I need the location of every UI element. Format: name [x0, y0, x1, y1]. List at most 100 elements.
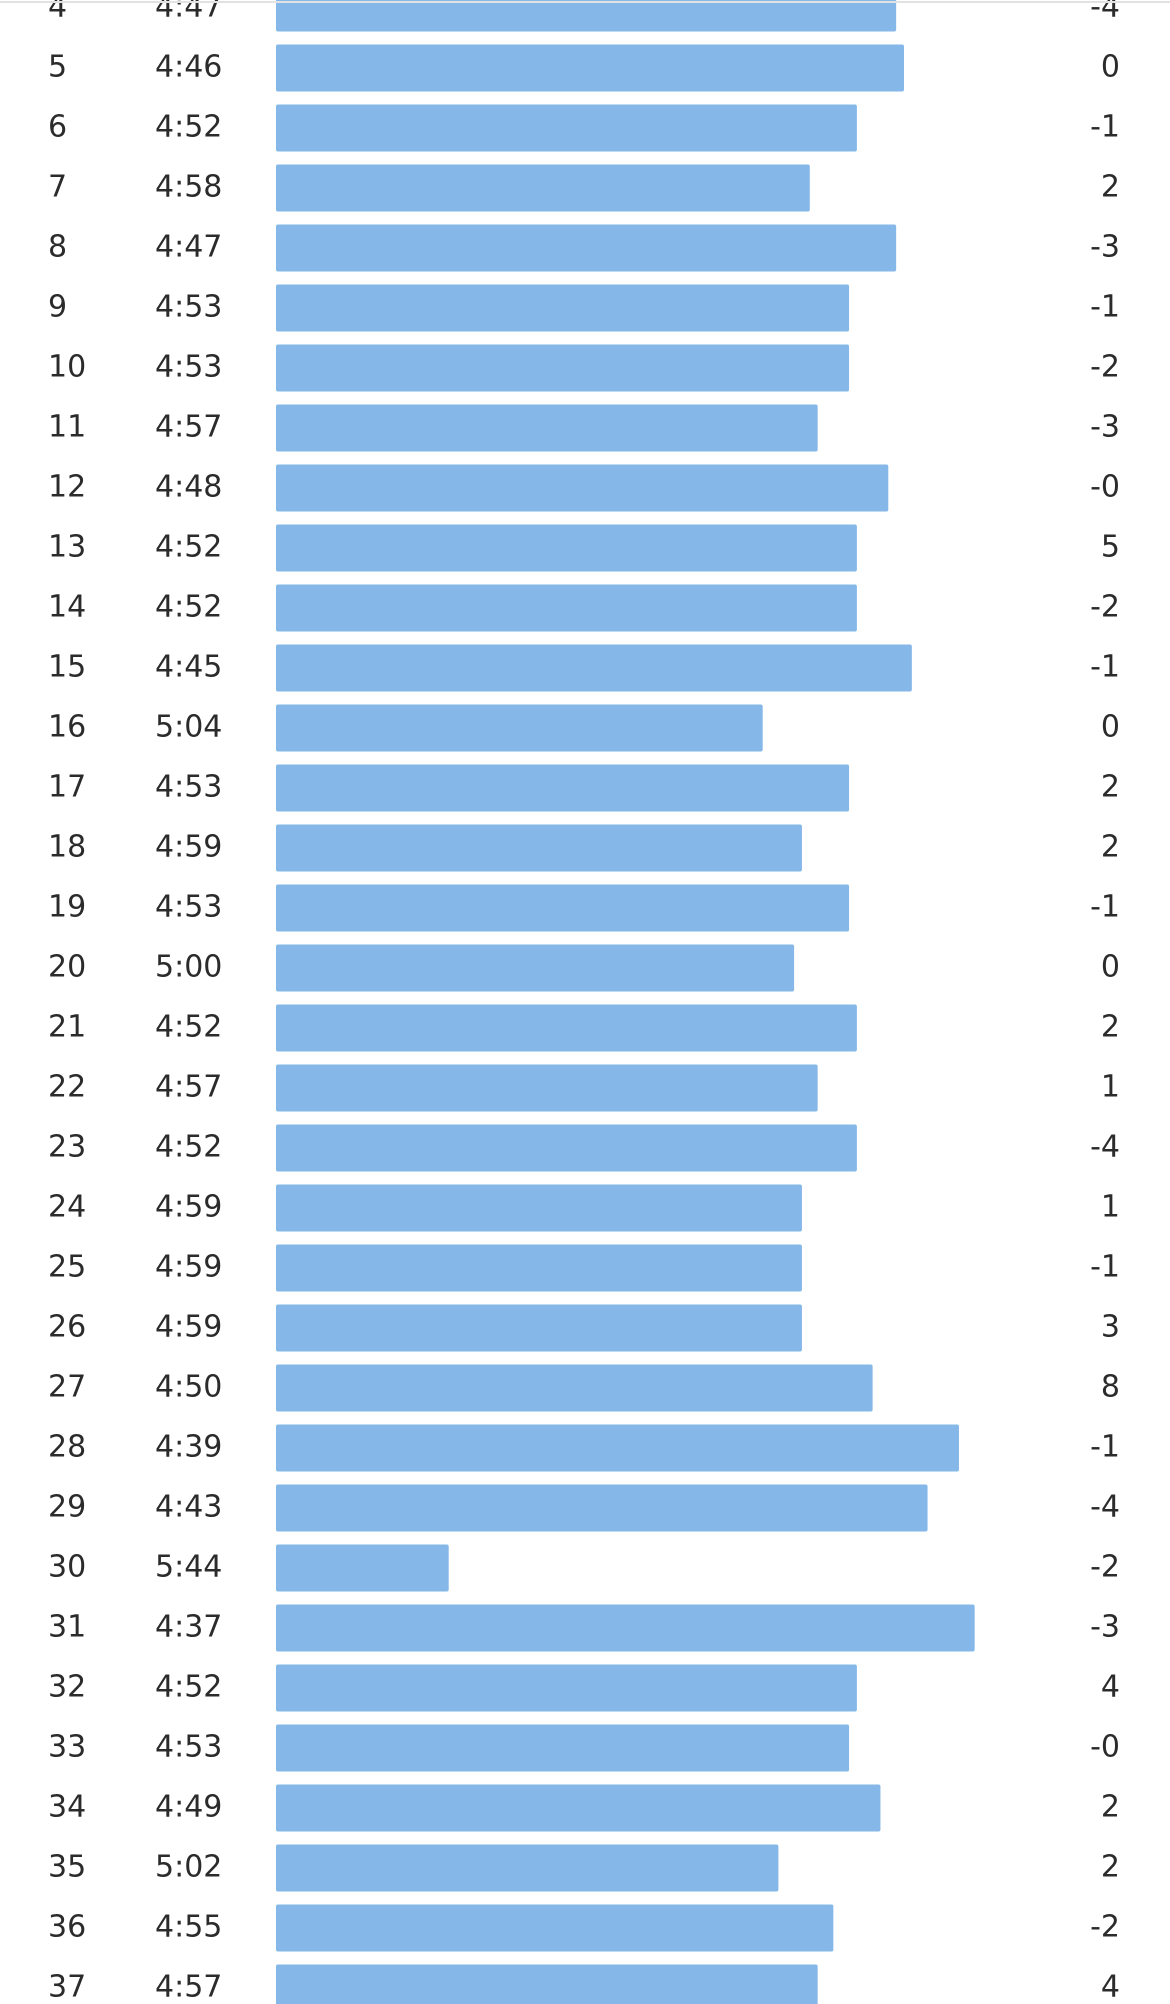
pace-bar [276, 1964, 818, 2004]
split-elevation: 8 [1101, 1370, 1120, 1405]
pace-bar [276, 644, 912, 692]
split-pace: 4:59 [155, 830, 222, 865]
split-elevation: 0 [1101, 950, 1120, 985]
pace-bar [276, 1124, 857, 1172]
split-pace: 4:52 [155, 110, 222, 145]
pace-bar [276, 824, 802, 872]
split-km: 29 [48, 1490, 86, 1525]
split-km: 24 [48, 1190, 86, 1225]
pace-bar [276, 584, 857, 632]
split-elevation: -4 [1090, 1490, 1120, 1525]
pace-bar [276, 104, 857, 152]
split-pace: 4:37 [155, 1610, 222, 1645]
pace-bar [276, 1904, 834, 1952]
split-pace: 4:46 [155, 50, 222, 85]
split-km: 35 [48, 1850, 86, 1885]
pace-bar [276, 1004, 857, 1052]
split-km: 7 [48, 170, 67, 205]
split-km: 15 [48, 650, 86, 685]
split-pace: 4:45 [155, 650, 222, 685]
split-elevation: 2 [1101, 1790, 1120, 1825]
split-elevation: 2 [1101, 170, 1120, 205]
split-pace: 5:02 [155, 1850, 222, 1885]
split-pace: 4:53 [155, 290, 222, 325]
pace-bar [276, 1604, 975, 1652]
split-pace: 5:44 [155, 1550, 222, 1585]
pace-bar [276, 1304, 802, 1352]
split-km: 18 [48, 830, 86, 865]
split-elevation: 0 [1101, 50, 1120, 85]
pace-bar [276, 0, 897, 32]
split-pace: 4:55 [155, 1910, 222, 1945]
split-elevation: -1 [1090, 890, 1120, 925]
pace-bar [276, 1244, 802, 1292]
split-elevation: -4 [1090, 0, 1120, 25]
split-pace: 4:53 [155, 1730, 222, 1765]
split-elevation: 4 [1101, 1670, 1120, 1705]
pace-bar [276, 44, 904, 92]
split-elevation: -3 [1090, 230, 1120, 265]
split-km: 31 [48, 1610, 86, 1645]
pace-bar [276, 464, 889, 512]
split-pace: 4:59 [155, 1310, 222, 1345]
split-km: 19 [48, 890, 86, 925]
split-pace: 4:52 [155, 590, 222, 625]
split-pace: 4:59 [155, 1250, 222, 1285]
split-elevation: 2 [1101, 770, 1120, 805]
split-pace: 4:50 [155, 1370, 222, 1405]
split-elevation: -3 [1090, 1610, 1120, 1645]
split-elevation: -2 [1090, 1550, 1120, 1585]
split-elevation: -3 [1090, 410, 1120, 445]
split-pace: 4:47 [155, 230, 222, 265]
pace-bar [276, 404, 818, 452]
pace-bar [276, 524, 857, 572]
split-pace: 4:49 [155, 1790, 222, 1825]
split-pace: 4:47 [155, 0, 222, 25]
pace-bar [276, 284, 850, 332]
split-km: 37 [48, 1970, 86, 2004]
split-pace: 4:57 [155, 1070, 222, 1105]
split-pace: 4:58 [155, 170, 222, 205]
split-pace: 4:43 [155, 1490, 222, 1525]
split-elevation: 2 [1101, 1010, 1120, 1045]
split-elevation: -2 [1090, 1910, 1120, 1945]
pace-bar [276, 344, 850, 392]
pace-bar [276, 1064, 818, 1112]
split-elevation: -0 [1090, 1730, 1120, 1765]
pace-bar [276, 1544, 449, 1592]
split-km: 32 [48, 1670, 86, 1705]
split-elevation: 4 [1101, 1970, 1120, 2004]
split-pace: 4:53 [155, 770, 222, 805]
split-elevation: 2 [1101, 830, 1120, 865]
split-km: 5 [48, 50, 67, 85]
pace-bar [276, 164, 810, 212]
split-km: 23 [48, 1130, 86, 1165]
split-km: 14 [48, 590, 86, 625]
split-km: 9 [48, 290, 67, 325]
split-pace: 4:52 [155, 1670, 222, 1705]
split-elevation: 0 [1101, 710, 1120, 745]
split-km: 28 [48, 1430, 86, 1465]
pace-bar [276, 764, 850, 812]
split-km: 13 [48, 530, 86, 565]
split-elevation: 2 [1101, 1850, 1120, 1885]
split-km: 20 [48, 950, 86, 985]
split-km: 8 [48, 230, 67, 265]
split-km: 16 [48, 710, 86, 745]
pace-bar [276, 1724, 850, 1772]
pace-bar [276, 1484, 928, 1532]
pace-bar [276, 884, 850, 932]
split-elevation: -2 [1090, 590, 1120, 625]
split-km: 22 [48, 1070, 86, 1105]
split-km: 10 [48, 350, 86, 385]
split-elevation: 1 [1101, 1190, 1120, 1225]
split-elevation: -1 [1090, 1430, 1120, 1465]
pace-bar [276, 944, 795, 992]
split-km: 25 [48, 1250, 86, 1285]
split-pace: 4:57 [155, 1970, 222, 2004]
split-pace: 4:52 [155, 1130, 222, 1165]
pace-bar [276, 1784, 881, 1832]
split-pace: 4:59 [155, 1190, 222, 1225]
split-pace: 4:48 [155, 470, 222, 505]
